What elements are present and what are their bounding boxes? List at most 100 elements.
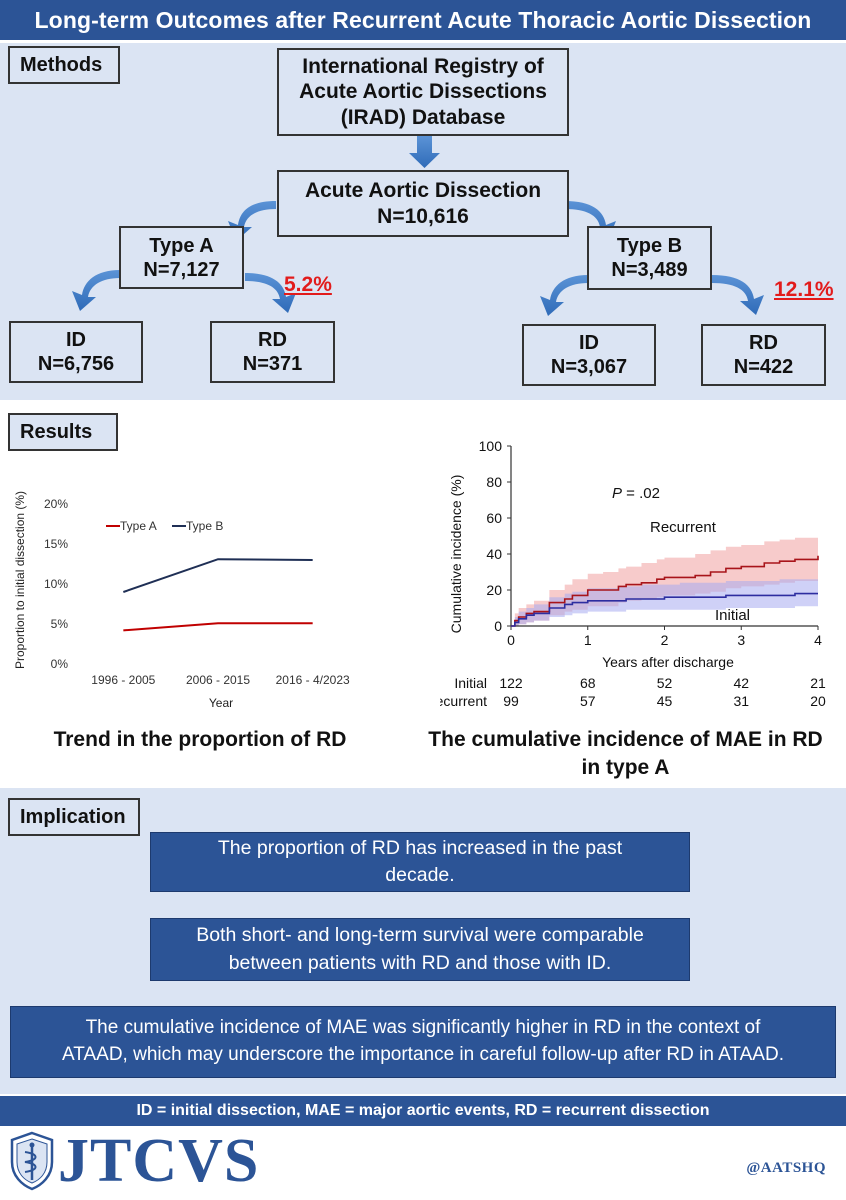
trend-line-type-b <box>123 558 313 593</box>
ci-initial-label: Initial <box>715 607 750 624</box>
ci-xtick: 1 <box>584 632 592 648</box>
arrow-to-a-id-icon <box>72 270 120 311</box>
implication-2-line-1: Both short- and long-term survival were … <box>196 924 644 947</box>
trend-chart: 0% 5% 10% 15% 20% 1996 - 2005 2006 - 2015 2016… <box>13 491 350 710</box>
ci-p-italic: P <box>612 485 622 502</box>
abbreviations-footer: ID = initial dissection, MAE = major aor… <box>0 1096 846 1126</box>
risk-value: 45 <box>657 693 673 709</box>
risk-value: 21 <box>810 675 826 691</box>
ci-p-value: P = .02 <box>612 485 660 502</box>
legend-label: Type A <box>120 519 157 533</box>
legend-label: Type B <box>186 519 223 533</box>
registry-line-3: (IRAD) Database <box>340 105 506 129</box>
type-b-id-title: ID <box>579 332 599 354</box>
aats-handle: @AATSHQ <box>746 1160 826 1176</box>
risk-value: 122 <box>499 675 523 691</box>
type-b-rd-percent: 12.1% <box>774 278 834 301</box>
trend-ytick: 20% <box>44 497 68 511</box>
total-title: Acute Aortic Dissection <box>304 179 542 203</box>
ci-caption-line-2: in type A <box>581 756 670 780</box>
implication-point-3: The cumulative incidence of MAE was sign… <box>10 1006 836 1078</box>
type-b-rd-box: RD N=422 <box>701 324 826 386</box>
registry-line-2: Acute Aortic Dissections <box>299 80 547 104</box>
type-b-title: Type B <box>616 235 683 257</box>
trend-caption: Trend in the proportion of RD <box>53 728 347 751</box>
ci-xtick: 4 <box>814 632 822 648</box>
results-label: Results <box>8 413 118 451</box>
risk-value: 42 <box>733 675 749 691</box>
total-box: Acute Aortic Dissection N=10,616 <box>277 170 569 237</box>
arrow-to-b-rd-icon <box>712 275 764 315</box>
ci-xtick: 0 <box>507 632 515 648</box>
implication-3-line-2: ATAAD, which may underscore the importan… <box>62 1044 784 1065</box>
ci-line-recurrent <box>511 555 819 627</box>
type-a-id-n: N=6,756 <box>37 353 115 375</box>
trend-y-axis-label: Proportion to initial dissection (%) <box>13 491 27 669</box>
risk-value: 52 <box>657 675 673 691</box>
arrow-down-icon <box>409 136 440 168</box>
risk-row-label: Recurrent <box>440 693 487 709</box>
ci-xtick: 3 <box>737 632 745 648</box>
risk-value: 68 <box>580 675 596 691</box>
arrow-to-a-rd-icon <box>245 273 296 313</box>
ci-ytick: 80 <box>486 474 502 490</box>
implication-label: Implication <box>8 798 140 836</box>
registry-box: International Registry of Acute Aortic D… <box>277 48 569 136</box>
trend-x-axis-label: Year <box>209 696 233 710</box>
jtcvs-logo: JTCVS <box>58 1127 260 1195</box>
type-b-n: N=3,489 <box>611 259 688 281</box>
ci-recurrent-label: Recurrent <box>650 519 717 536</box>
ci-band-initial <box>511 577 818 626</box>
ci-x-axis-label: Years after discharge <box>602 654 734 670</box>
ci-line-initial <box>511 592 818 627</box>
type-a-rd-n: N=371 <box>242 353 303 375</box>
cumulative-incidence-chart: 0 20 40 60 80 100 0 1 2 3 4 Initial 122 68 52 42 21 Recu… <box>440 438 826 709</box>
registry-line-1: International Registry of <box>302 55 544 79</box>
type-a-rd-percent: 5.2% <box>284 273 332 296</box>
page-title: Long-term Outcomes after Recurrent Acute… <box>0 0 846 40</box>
trend-line-type-a <box>123 622 313 632</box>
total-n: N=10,616 <box>377 204 469 228</box>
type-a-rd-box: RD N=371 <box>210 321 335 383</box>
risk-row-label: Initial <box>454 675 487 691</box>
type-a-rd-title: RD <box>258 329 287 351</box>
implication-3-line-1: The cumulative incidence of MAE was sign… <box>85 1017 761 1039</box>
trend-xtick: 2016 - 4/2023 <box>276 673 350 687</box>
risk-value: 99 <box>503 693 519 709</box>
type-a-n: N=7,127 <box>143 258 220 281</box>
aats-seal-icon <box>10 1131 54 1191</box>
ci-ytick: 0 <box>494 618 502 634</box>
ci-y-axis-label: Cumulative incidence (%) <box>448 475 464 634</box>
type-b-box: Type B N=3,489 <box>587 226 712 290</box>
arrow-to-b-id-icon <box>540 275 588 316</box>
type-a-box: Type A N=7,127 <box>119 226 244 289</box>
risk-value: 31 <box>733 693 749 709</box>
trend-ytick: 10% <box>44 577 68 591</box>
type-a-title: Type A <box>149 234 214 257</box>
risk-value: 20 <box>810 693 826 709</box>
implication-1-line-2: decade. <box>385 864 455 886</box>
trend-ytick: 15% <box>44 537 68 551</box>
ci-p-rest: = .02 <box>622 485 660 502</box>
ci-ytick: 40 <box>486 546 502 562</box>
ci-xtick: 2 <box>661 632 669 648</box>
type-a-id-box: ID N=6,756 <box>9 321 143 383</box>
trend-xtick: 1996 - 2005 <box>91 673 155 687</box>
trend-xtick: 2006 - 2015 <box>186 673 250 687</box>
ci-caption: The cumulative incidence of MAE in RD in… <box>405 726 846 783</box>
type-a-id-title: ID <box>66 329 86 351</box>
ci-ytick: 100 <box>479 438 503 454</box>
trend-ytick: 5% <box>51 617 69 631</box>
methods-label: Methods <box>8 46 120 84</box>
implication-1-line-1: The proportion of RD has increased in th… <box>217 836 623 859</box>
ci-ytick: 60 <box>486 510 502 526</box>
type-b-rd-n: N=422 <box>733 356 794 378</box>
ci-ytick: 20 <box>486 582 502 598</box>
type-b-id-box: ID N=3,067 <box>522 324 656 386</box>
implication-point-2: Both short- and long-term survival were … <box>150 918 690 981</box>
ci-caption-line-1: The cumulative incidence of MAE in RD <box>428 728 823 751</box>
type-b-rd-title: RD <box>749 332 778 354</box>
trend-ytick: 0% <box>51 657 69 671</box>
type-b-id-n: N=3,067 <box>550 356 628 378</box>
implication-point-1: The proportion of RD has increased in th… <box>150 832 690 892</box>
